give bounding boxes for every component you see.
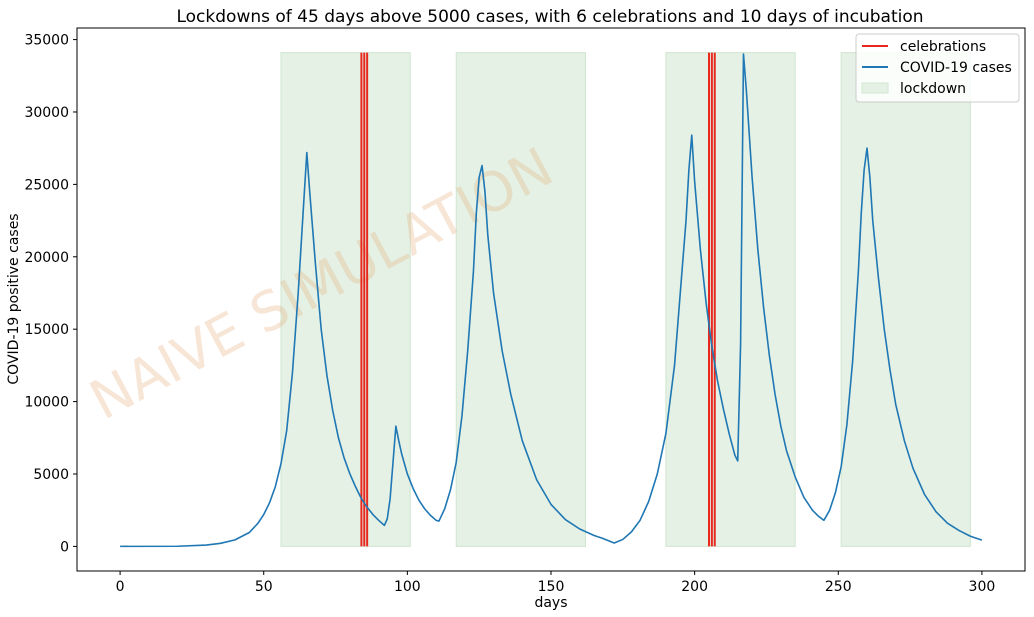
y-tick-label: 20000: [24, 250, 69, 266]
legend-label-1: celebrations: [900, 39, 986, 55]
y-axis-label: COVID-19 positive cases: [6, 213, 22, 384]
x-tick-label: 150: [538, 579, 565, 595]
y-tick-label: 25000: [24, 177, 69, 193]
series-layer: [120, 53, 983, 548]
lockdown-span-2: [455, 52, 586, 547]
chart-title: Lockdowns of 45 days above 5000 cases, w…: [176, 7, 923, 27]
celebration-lines: [360, 52, 716, 547]
y-tick-label: 15000: [24, 322, 69, 338]
legend: celebrations COVID-19 cases lockdown: [855, 33, 1020, 103]
y-tick-label: 5000: [33, 467, 69, 483]
y-tick-label: 30000: [24, 105, 69, 121]
legend-label-3: lockdown: [900, 81, 966, 97]
series-line-covid-cases: [120, 53, 983, 548]
y-tick-label: 35000: [24, 33, 69, 49]
x-tick-label: 0: [116, 579, 125, 595]
x-tick-label: 100: [394, 579, 421, 595]
lockdown-spans: [280, 52, 971, 547]
x-axis-label: days: [534, 595, 567, 611]
legend-label-2: COVID-19 cases: [900, 60, 1012, 76]
legend-swatch-3: [861, 82, 889, 94]
x-tick-label: 300: [969, 579, 996, 595]
y-axis-ticks: 0 5000 10000 15000 20000 25000 30000 35000: [24, 33, 77, 555]
x-axis-ticks: 0 50 100 150 200 250 300: [116, 571, 996, 595]
lockdown-span-3: [665, 52, 796, 547]
x-tick-label: 200: [681, 579, 708, 595]
y-tick-label: 10000: [24, 395, 69, 411]
y-tick-label: 0: [60, 539, 69, 555]
x-tick-label: 250: [825, 579, 852, 595]
x-tick-label: 50: [255, 579, 273, 595]
lockdown-span-4: [840, 52, 971, 547]
legend-box: [855, 33, 1020, 103]
